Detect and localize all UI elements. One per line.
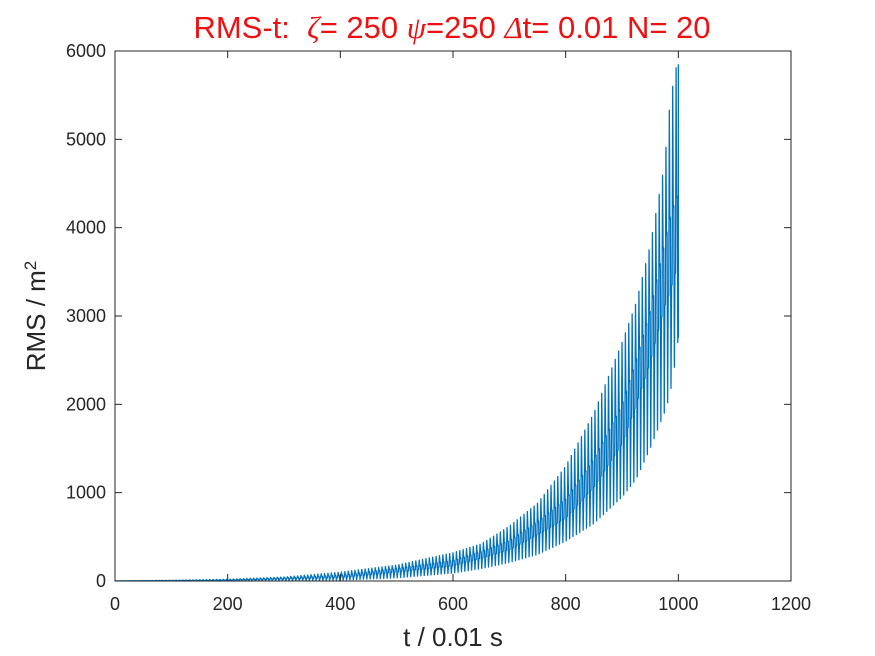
plot-area — [115, 51, 791, 581]
x-tick-label: 1200 — [771, 594, 811, 614]
y-tick-label: 1000 — [66, 483, 106, 503]
y-tick-label: 2000 — [66, 394, 106, 414]
tick-layer: 0 200 400 600 800 1000 1200 0 1000 2000 3000 4000 50… — [66, 41, 811, 614]
x-tick-label: 0 — [110, 594, 120, 614]
y-axis-label: RMS / m2 — [21, 261, 52, 372]
x-tick-label: 600 — [438, 594, 468, 614]
x-tick-label: 1000 — [658, 594, 698, 614]
series-line — [114, 67, 679, 582]
series-layer — [114, 64, 679, 582]
y-tick-label: 5000 — [66, 129, 106, 149]
y-tick-label: 3000 — [66, 306, 106, 326]
x-tick-label: 200 — [213, 594, 243, 614]
y-tick-label: 6000 — [66, 41, 106, 61]
x-axis-label: t / 0.01 s — [403, 622, 503, 652]
y-tick-label: 0 — [96, 571, 106, 591]
x-tick-label: 400 — [325, 594, 355, 614]
chart-title: RMS-t: ζ= 250 ψ=250 Δt= 0.01 N= 20 — [193, 10, 710, 45]
y-tick-label: 4000 — [66, 218, 106, 238]
x-tick-label: 800 — [551, 594, 581, 614]
